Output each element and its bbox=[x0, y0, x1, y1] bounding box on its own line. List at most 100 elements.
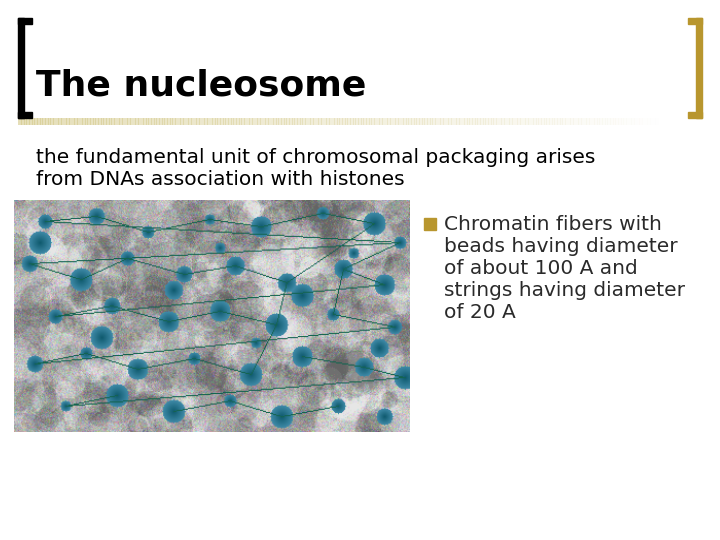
Bar bbox=[42, 118, 44, 125]
Bar bbox=[39, 118, 41, 125]
Bar bbox=[169, 118, 171, 125]
Text: strings having diameter: strings having diameter bbox=[444, 281, 685, 300]
Bar bbox=[175, 118, 177, 125]
Bar bbox=[19, 118, 22, 125]
Bar bbox=[79, 118, 81, 125]
Bar bbox=[382, 118, 384, 125]
Bar bbox=[132, 118, 134, 125]
Bar bbox=[26, 118, 28, 125]
Bar bbox=[445, 118, 447, 125]
Bar bbox=[188, 118, 190, 125]
Bar bbox=[34, 118, 36, 125]
Bar bbox=[458, 118, 460, 125]
Bar bbox=[500, 118, 502, 125]
Bar bbox=[368, 118, 370, 125]
Bar bbox=[557, 118, 559, 125]
Bar bbox=[485, 118, 487, 125]
Bar bbox=[438, 118, 441, 125]
Bar bbox=[451, 118, 454, 125]
Bar bbox=[329, 118, 331, 125]
Text: The nucleosome: The nucleosome bbox=[36, 68, 366, 102]
Bar bbox=[604, 118, 606, 125]
Bar bbox=[634, 118, 636, 125]
Bar bbox=[456, 118, 458, 125]
Bar bbox=[461, 118, 463, 125]
Bar bbox=[385, 118, 387, 125]
Bar bbox=[646, 118, 648, 125]
Bar bbox=[302, 118, 304, 125]
Bar bbox=[102, 118, 104, 125]
Text: the fundamental unit of chromosomal packaging arises: the fundamental unit of chromosomal pack… bbox=[36, 148, 595, 167]
Bar bbox=[238, 118, 240, 125]
Bar bbox=[459, 118, 462, 125]
Bar bbox=[402, 118, 404, 125]
Bar bbox=[569, 118, 571, 125]
Bar bbox=[590, 118, 592, 125]
Bar bbox=[346, 118, 348, 125]
Bar bbox=[300, 118, 302, 125]
Bar bbox=[536, 118, 539, 125]
Bar bbox=[344, 118, 346, 125]
Bar bbox=[336, 118, 338, 125]
Bar bbox=[418, 118, 420, 125]
Bar bbox=[299, 118, 301, 125]
Bar bbox=[180, 118, 182, 125]
Bar bbox=[629, 118, 631, 125]
Text: of 20 A: of 20 A bbox=[444, 303, 516, 322]
Bar bbox=[116, 118, 118, 125]
Bar bbox=[71, 118, 73, 125]
Bar bbox=[398, 118, 400, 125]
Bar bbox=[184, 118, 186, 125]
Bar bbox=[275, 118, 277, 125]
Bar bbox=[392, 118, 394, 125]
Bar bbox=[225, 118, 227, 125]
Bar bbox=[53, 118, 55, 125]
Bar bbox=[333, 118, 335, 125]
Bar bbox=[48, 118, 50, 125]
Bar bbox=[286, 118, 288, 125]
Bar bbox=[174, 118, 176, 125]
Bar bbox=[600, 118, 603, 125]
Text: of about 100 A and: of about 100 A and bbox=[444, 259, 638, 278]
Bar bbox=[541, 118, 544, 125]
Bar bbox=[535, 118, 537, 125]
Bar bbox=[122, 118, 125, 125]
Bar bbox=[387, 118, 390, 125]
Bar bbox=[90, 118, 92, 125]
Bar bbox=[397, 118, 399, 125]
Bar bbox=[219, 118, 221, 125]
Bar bbox=[60, 118, 62, 125]
Bar bbox=[549, 118, 552, 125]
Bar bbox=[623, 118, 625, 125]
Bar bbox=[96, 118, 99, 125]
Bar bbox=[18, 118, 20, 125]
Bar bbox=[94, 118, 96, 125]
Bar bbox=[37, 118, 40, 125]
Bar bbox=[696, 18, 702, 118]
Bar bbox=[317, 118, 319, 125]
Bar bbox=[611, 118, 612, 125]
Bar bbox=[450, 118, 452, 125]
Bar bbox=[151, 118, 153, 125]
Bar bbox=[291, 118, 293, 125]
Bar bbox=[631, 118, 633, 125]
Bar bbox=[66, 118, 68, 125]
Bar bbox=[606, 118, 608, 125]
Bar bbox=[279, 118, 282, 125]
Bar bbox=[522, 118, 524, 125]
Bar bbox=[564, 118, 566, 125]
Bar bbox=[348, 118, 351, 125]
Bar bbox=[602, 118, 604, 125]
Bar bbox=[585, 118, 587, 125]
Bar bbox=[256, 118, 258, 125]
Bar bbox=[289, 118, 292, 125]
Bar bbox=[148, 118, 150, 125]
Bar bbox=[269, 118, 271, 125]
Bar bbox=[469, 118, 471, 125]
Bar bbox=[179, 118, 181, 125]
Bar bbox=[81, 118, 83, 125]
Bar bbox=[621, 118, 624, 125]
Bar bbox=[73, 118, 75, 125]
Bar bbox=[374, 118, 377, 125]
Bar bbox=[509, 118, 511, 125]
